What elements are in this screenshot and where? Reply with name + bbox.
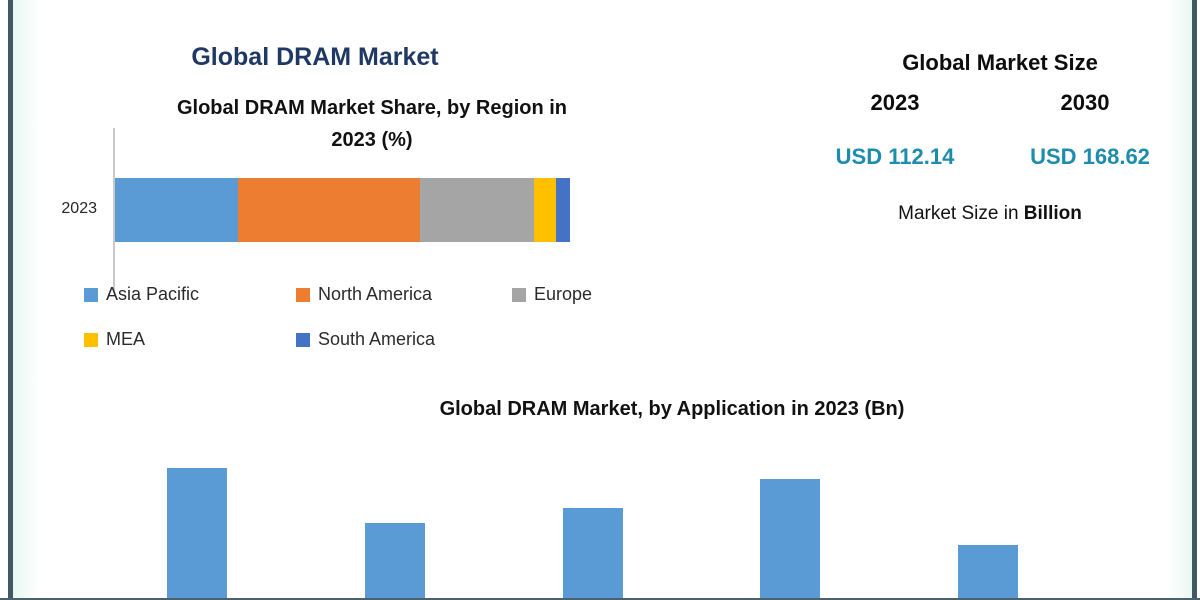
legend-swatch-icon bbox=[84, 287, 98, 302]
left-edge-tint bbox=[13, 0, 39, 600]
legend-item-asia-pacific: Asia Pacific bbox=[84, 284, 296, 305]
region-chart-category-label: 2023 bbox=[61, 200, 97, 217]
region-chart-title-line1: Global DRAM Market Share, by Region in bbox=[176, 97, 568, 119]
region-legend: Asia Pacific North America Europe MEA South … bbox=[84, 284, 684, 350]
segment-mea bbox=[533, 178, 557, 242]
application-chart-title: Global DRAM Market, by Application in 20… bbox=[439, 398, 905, 420]
right-edge-tint bbox=[1166, 0, 1192, 600]
legend-item-north-america: North America bbox=[296, 284, 512, 305]
market-size-value-2030: USD 168.62 bbox=[1030, 144, 1150, 169]
segment-europe bbox=[419, 178, 534, 242]
segment-asia-pacific bbox=[115, 178, 238, 242]
legend-swatch-icon bbox=[296, 332, 310, 347]
market-size-caption: Market Size in Billion bbox=[810, 203, 1170, 225]
right-border-line bbox=[1192, 0, 1197, 600]
application-bars bbox=[167, 440, 1018, 600]
market-size-caption-unit: Billion bbox=[1023, 203, 1082, 224]
market-size-title: Global Market Size bbox=[902, 50, 1098, 75]
legend-swatch-icon bbox=[296, 287, 310, 302]
region-stacked-bar bbox=[115, 178, 570, 242]
segment-north-america bbox=[237, 178, 420, 242]
page-title: Global DRAM Market bbox=[191, 43, 439, 71]
legend-label: Europe bbox=[534, 284, 593, 304]
bottom-border-line bbox=[0, 598, 1200, 600]
segment-south-america bbox=[556, 178, 570, 242]
legend-item-europe: Europe bbox=[512, 284, 684, 305]
application-bar-4 bbox=[760, 479, 821, 600]
left-border-line bbox=[8, 0, 13, 600]
legend-item-mea: MEA bbox=[84, 329, 296, 350]
application-bar-3 bbox=[562, 508, 623, 600]
legend-swatch-icon bbox=[84, 332, 98, 347]
application-bar-2 bbox=[364, 523, 425, 600]
application-bar-1 bbox=[167, 468, 227, 600]
application-bar-5 bbox=[958, 545, 1018, 600]
market-size-year-2030: 2030 bbox=[1060, 90, 1110, 115]
legend-label: MEA bbox=[106, 329, 146, 349]
region-chart-title: Global DRAM Market Share, by Region in 2… bbox=[112, 92, 632, 156]
legend-swatch-icon bbox=[512, 287, 526, 302]
market-size-value-2023: USD 112.14 bbox=[835, 144, 955, 169]
market-size-caption-text: Market Size in bbox=[898, 203, 1024, 224]
legend-label: North America bbox=[318, 284, 433, 304]
legend-label: South America bbox=[318, 329, 436, 349]
region-chart-title-line2: 2023 (%) bbox=[331, 129, 413, 151]
legend-label: Asia Pacific bbox=[106, 284, 200, 304]
region-chart-axis-line bbox=[113, 128, 115, 292]
market-size-year-2023: 2023 bbox=[870, 90, 920, 115]
legend-item-south-america: South America bbox=[296, 329, 512, 350]
